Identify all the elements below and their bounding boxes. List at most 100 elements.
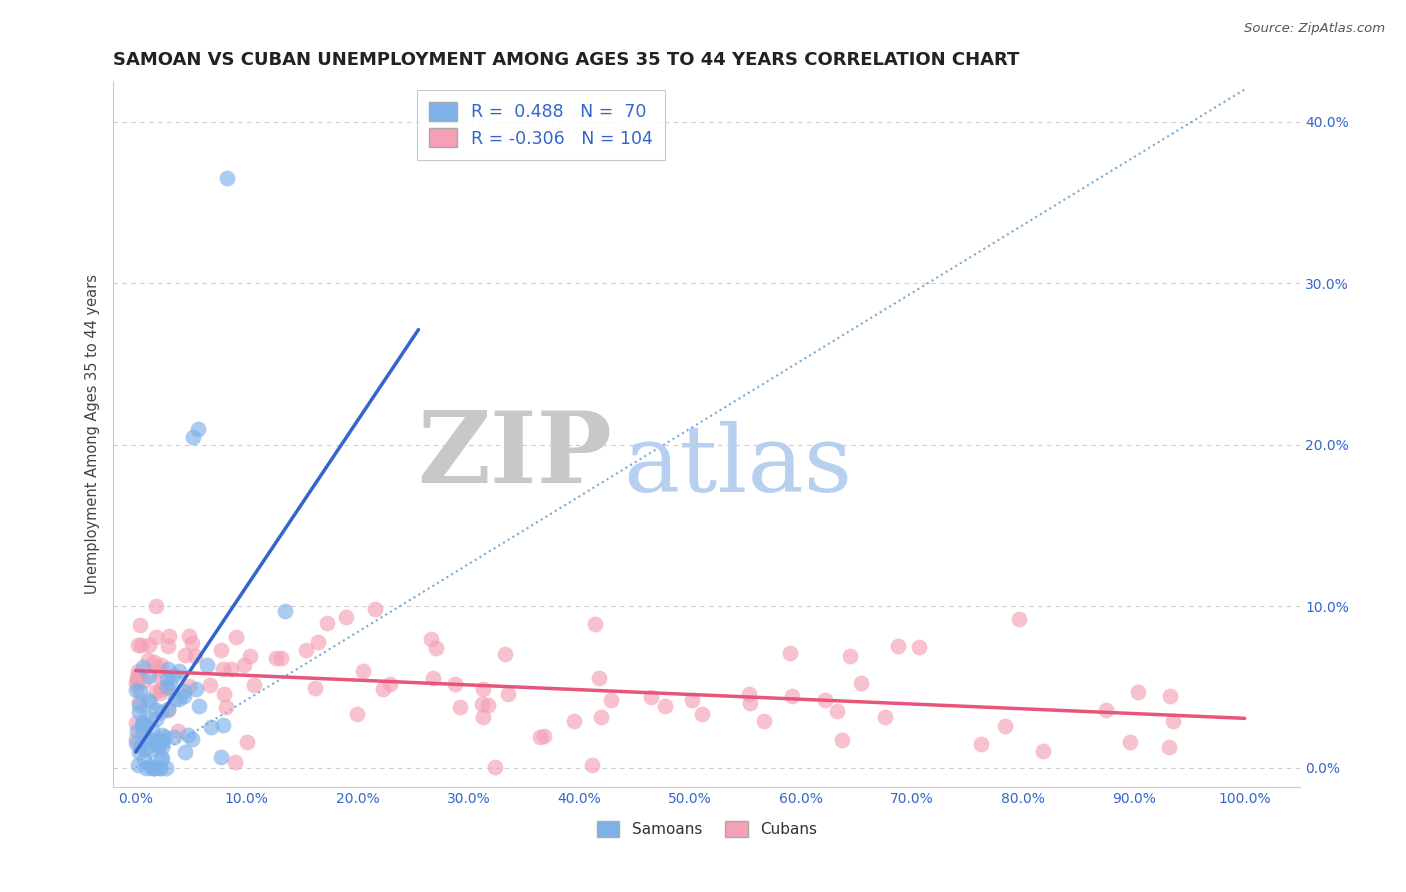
- Point: [129, 739, 152, 753]
- Point: [970, 737, 993, 751]
- Point: [125, 723, 148, 738]
- Point: [181, 732, 204, 747]
- Point: [127, 758, 149, 772]
- Point: [132, 753, 155, 767]
- Point: [127, 664, 149, 678]
- Point: [295, 643, 318, 657]
- Point: [875, 710, 897, 724]
- Point: [471, 697, 494, 711]
- Point: [187, 421, 209, 435]
- Point: [157, 702, 180, 716]
- Point: [364, 602, 387, 616]
- Point: [994, 719, 1017, 733]
- Point: [156, 639, 179, 653]
- Text: Source: ZipAtlas.com: Source: ZipAtlas.com: [1244, 22, 1385, 36]
- Point: [599, 693, 621, 707]
- Point: [494, 647, 516, 661]
- Point: [752, 714, 775, 728]
- Point: [779, 646, 801, 660]
- Point: [159, 676, 181, 690]
- Point: [681, 693, 703, 707]
- Point: [472, 710, 495, 724]
- Point: [335, 610, 357, 624]
- Point: [690, 706, 713, 721]
- Point: [270, 650, 292, 665]
- Legend: Samoans, Cubans: Samoans, Cubans: [591, 814, 823, 843]
- Point: [887, 639, 910, 653]
- Point: [173, 648, 195, 662]
- Point: [373, 681, 395, 696]
- Point: [128, 695, 150, 709]
- Point: [145, 713, 167, 727]
- Point: [209, 750, 232, 764]
- Point: [134, 716, 156, 731]
- Point: [149, 705, 172, 719]
- Point: [128, 745, 150, 759]
- Point: [127, 667, 149, 681]
- Point: [533, 729, 555, 743]
- Point: [142, 761, 165, 775]
- Point: [152, 751, 174, 765]
- Point: [149, 734, 172, 748]
- Point: [128, 684, 150, 698]
- Point: [173, 684, 195, 698]
- Point: [1126, 685, 1149, 699]
- Point: [136, 732, 159, 747]
- Point: [738, 696, 761, 710]
- Point: [225, 630, 247, 644]
- Point: [149, 686, 172, 700]
- Point: [209, 642, 232, 657]
- Point: [167, 664, 190, 678]
- Point: [496, 687, 519, 701]
- Point: [782, 689, 804, 703]
- Point: [380, 677, 402, 691]
- Point: [443, 677, 465, 691]
- Point: [839, 648, 862, 663]
- Point: [138, 694, 160, 708]
- Point: [156, 672, 179, 686]
- Point: [129, 638, 152, 652]
- Point: [581, 757, 603, 772]
- Point: [146, 737, 169, 751]
- Point: [136, 693, 159, 707]
- Point: [422, 671, 444, 685]
- Point: [145, 684, 167, 698]
- Point: [132, 717, 155, 731]
- Point: [654, 699, 676, 714]
- Point: [1159, 689, 1181, 703]
- Point: [184, 648, 207, 663]
- Point: [125, 715, 148, 730]
- Point: [1163, 714, 1185, 728]
- Point: [156, 680, 179, 694]
- Point: [125, 670, 148, 684]
- Point: [173, 745, 195, 759]
- Point: [125, 676, 148, 690]
- Point: [1119, 734, 1142, 748]
- Point: [180, 636, 202, 650]
- Point: [425, 640, 447, 655]
- Point: [1095, 703, 1118, 717]
- Point: [484, 760, 506, 774]
- Point: [145, 703, 167, 717]
- Point: [243, 678, 266, 692]
- Point: [163, 668, 186, 682]
- Point: [146, 739, 169, 754]
- Point: [851, 676, 873, 690]
- Point: [307, 634, 329, 648]
- Point: [236, 735, 259, 749]
- Point: [149, 761, 172, 775]
- Point: [149, 761, 172, 775]
- Point: [562, 714, 585, 728]
- Point: [212, 662, 235, 676]
- Point: [471, 681, 494, 696]
- Point: [155, 761, 177, 775]
- Point: [215, 171, 238, 186]
- Point: [477, 698, 499, 712]
- Point: [135, 761, 157, 775]
- Point: [198, 677, 221, 691]
- Point: [232, 658, 254, 673]
- Point: [150, 682, 173, 697]
- Point: [131, 659, 153, 673]
- Point: [529, 730, 551, 744]
- Point: [304, 681, 326, 695]
